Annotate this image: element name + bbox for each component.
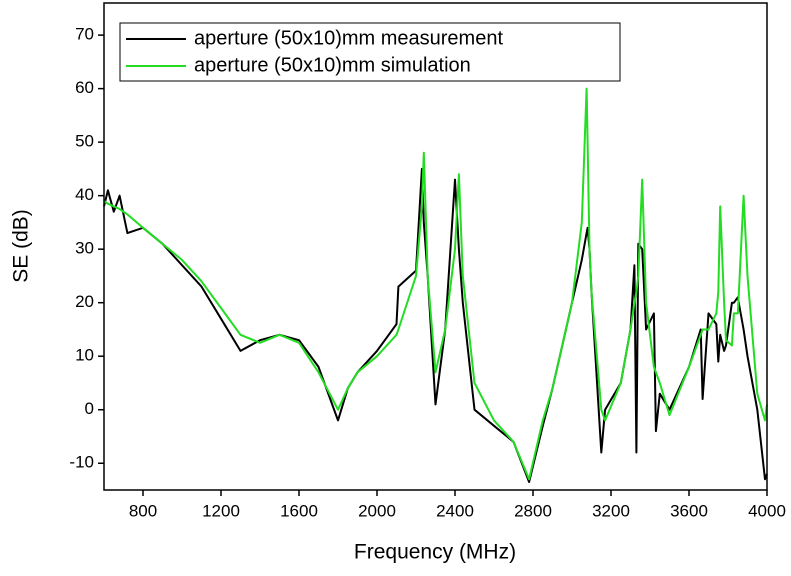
x-axis-title: Frequency (MHz) bbox=[354, 541, 516, 564]
y-tick-label: 60 bbox=[75, 78, 94, 97]
x-tick-label: 2400 bbox=[436, 501, 474, 520]
x-tick-label: 1200 bbox=[202, 501, 240, 520]
x-tick-label: 800 bbox=[129, 501, 157, 520]
x-tick-label: 1600 bbox=[280, 501, 318, 520]
plot-frame bbox=[103, 2, 768, 491]
y-tick-label: 70 bbox=[75, 25, 94, 44]
y-tick-label: 30 bbox=[75, 239, 94, 258]
series-line bbox=[103, 87, 768, 481]
y-tick-label: 10 bbox=[75, 346, 94, 365]
y-tick-label: -10 bbox=[69, 453, 94, 472]
x-tick-label: 3200 bbox=[592, 501, 630, 520]
x-tick-label: 2800 bbox=[514, 501, 552, 520]
x-tick-label: 2000 bbox=[358, 501, 396, 520]
x-tick-label: 3600 bbox=[670, 501, 708, 520]
y-tick-label: 40 bbox=[75, 185, 94, 204]
x-tick-label: 4000 bbox=[748, 501, 786, 520]
y-tick-label: 20 bbox=[75, 292, 94, 311]
legend-label: aperture (50x10)mm measurement bbox=[194, 27, 503, 49]
y-axis-title: SE (dB) bbox=[10, 209, 33, 283]
y-tick-label: 0 bbox=[85, 399, 94, 418]
legend-label: aperture (50x10)mm simulation bbox=[194, 54, 471, 76]
legend-box bbox=[119, 22, 621, 82]
y-tick-label: 50 bbox=[75, 132, 94, 151]
